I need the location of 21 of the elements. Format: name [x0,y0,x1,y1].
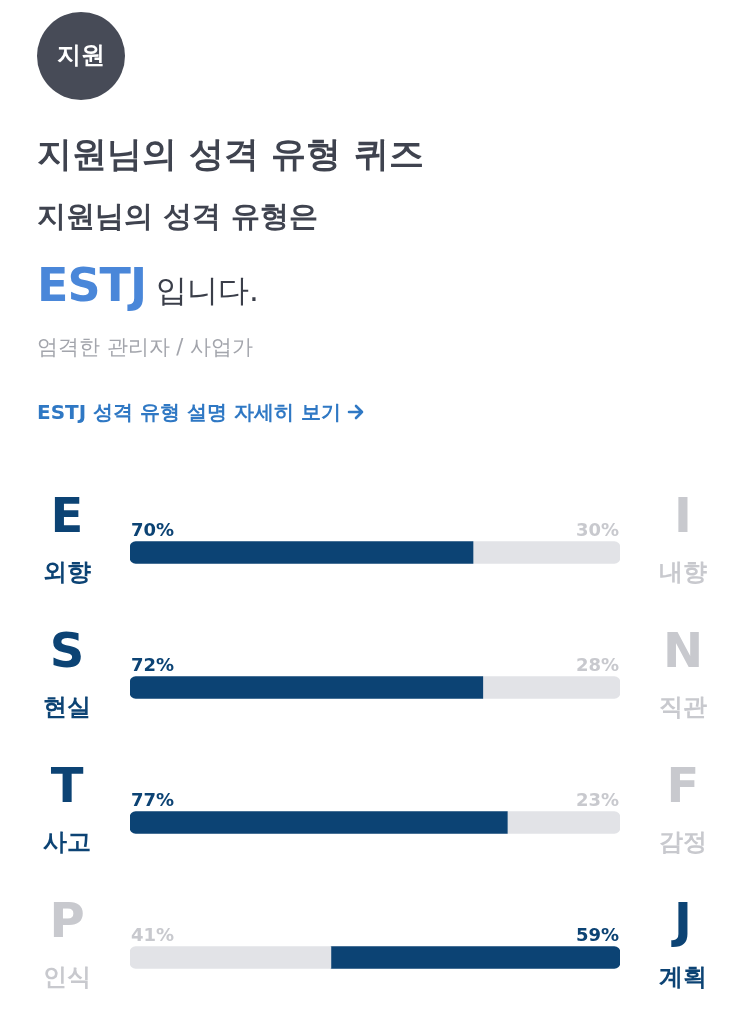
text: 지원 [56,41,106,69]
text: ESTJ [37,258,147,312]
y-tick-label: S 현실 [43,621,91,721]
data-label: 70% [131,518,175,540]
chart-title: 지원님의 성격 유형 퀴즈 [37,134,424,174]
data-label: 72% [131,653,175,675]
chart-subtitle: 지원님의 성격 유형은 [37,199,319,233]
bar [130,811,508,834]
bar [130,541,474,564]
y2-tick-label: J 계획 [659,891,707,991]
text: 입니다. [156,272,259,308]
data-label: 59% [575,923,619,945]
data-label: 77% [131,788,175,810]
text: 엄격한 관리자 / 사업가 [37,335,254,359]
y-tick-label: T 사고 [43,756,91,856]
bar [482,676,620,699]
bar [130,676,484,699]
bar [506,811,620,834]
y-tick-label: E 외향 [43,486,91,586]
text: ESTJ 성격 유형 설명 자세히 보기 [37,400,341,424]
bar [472,541,620,564]
